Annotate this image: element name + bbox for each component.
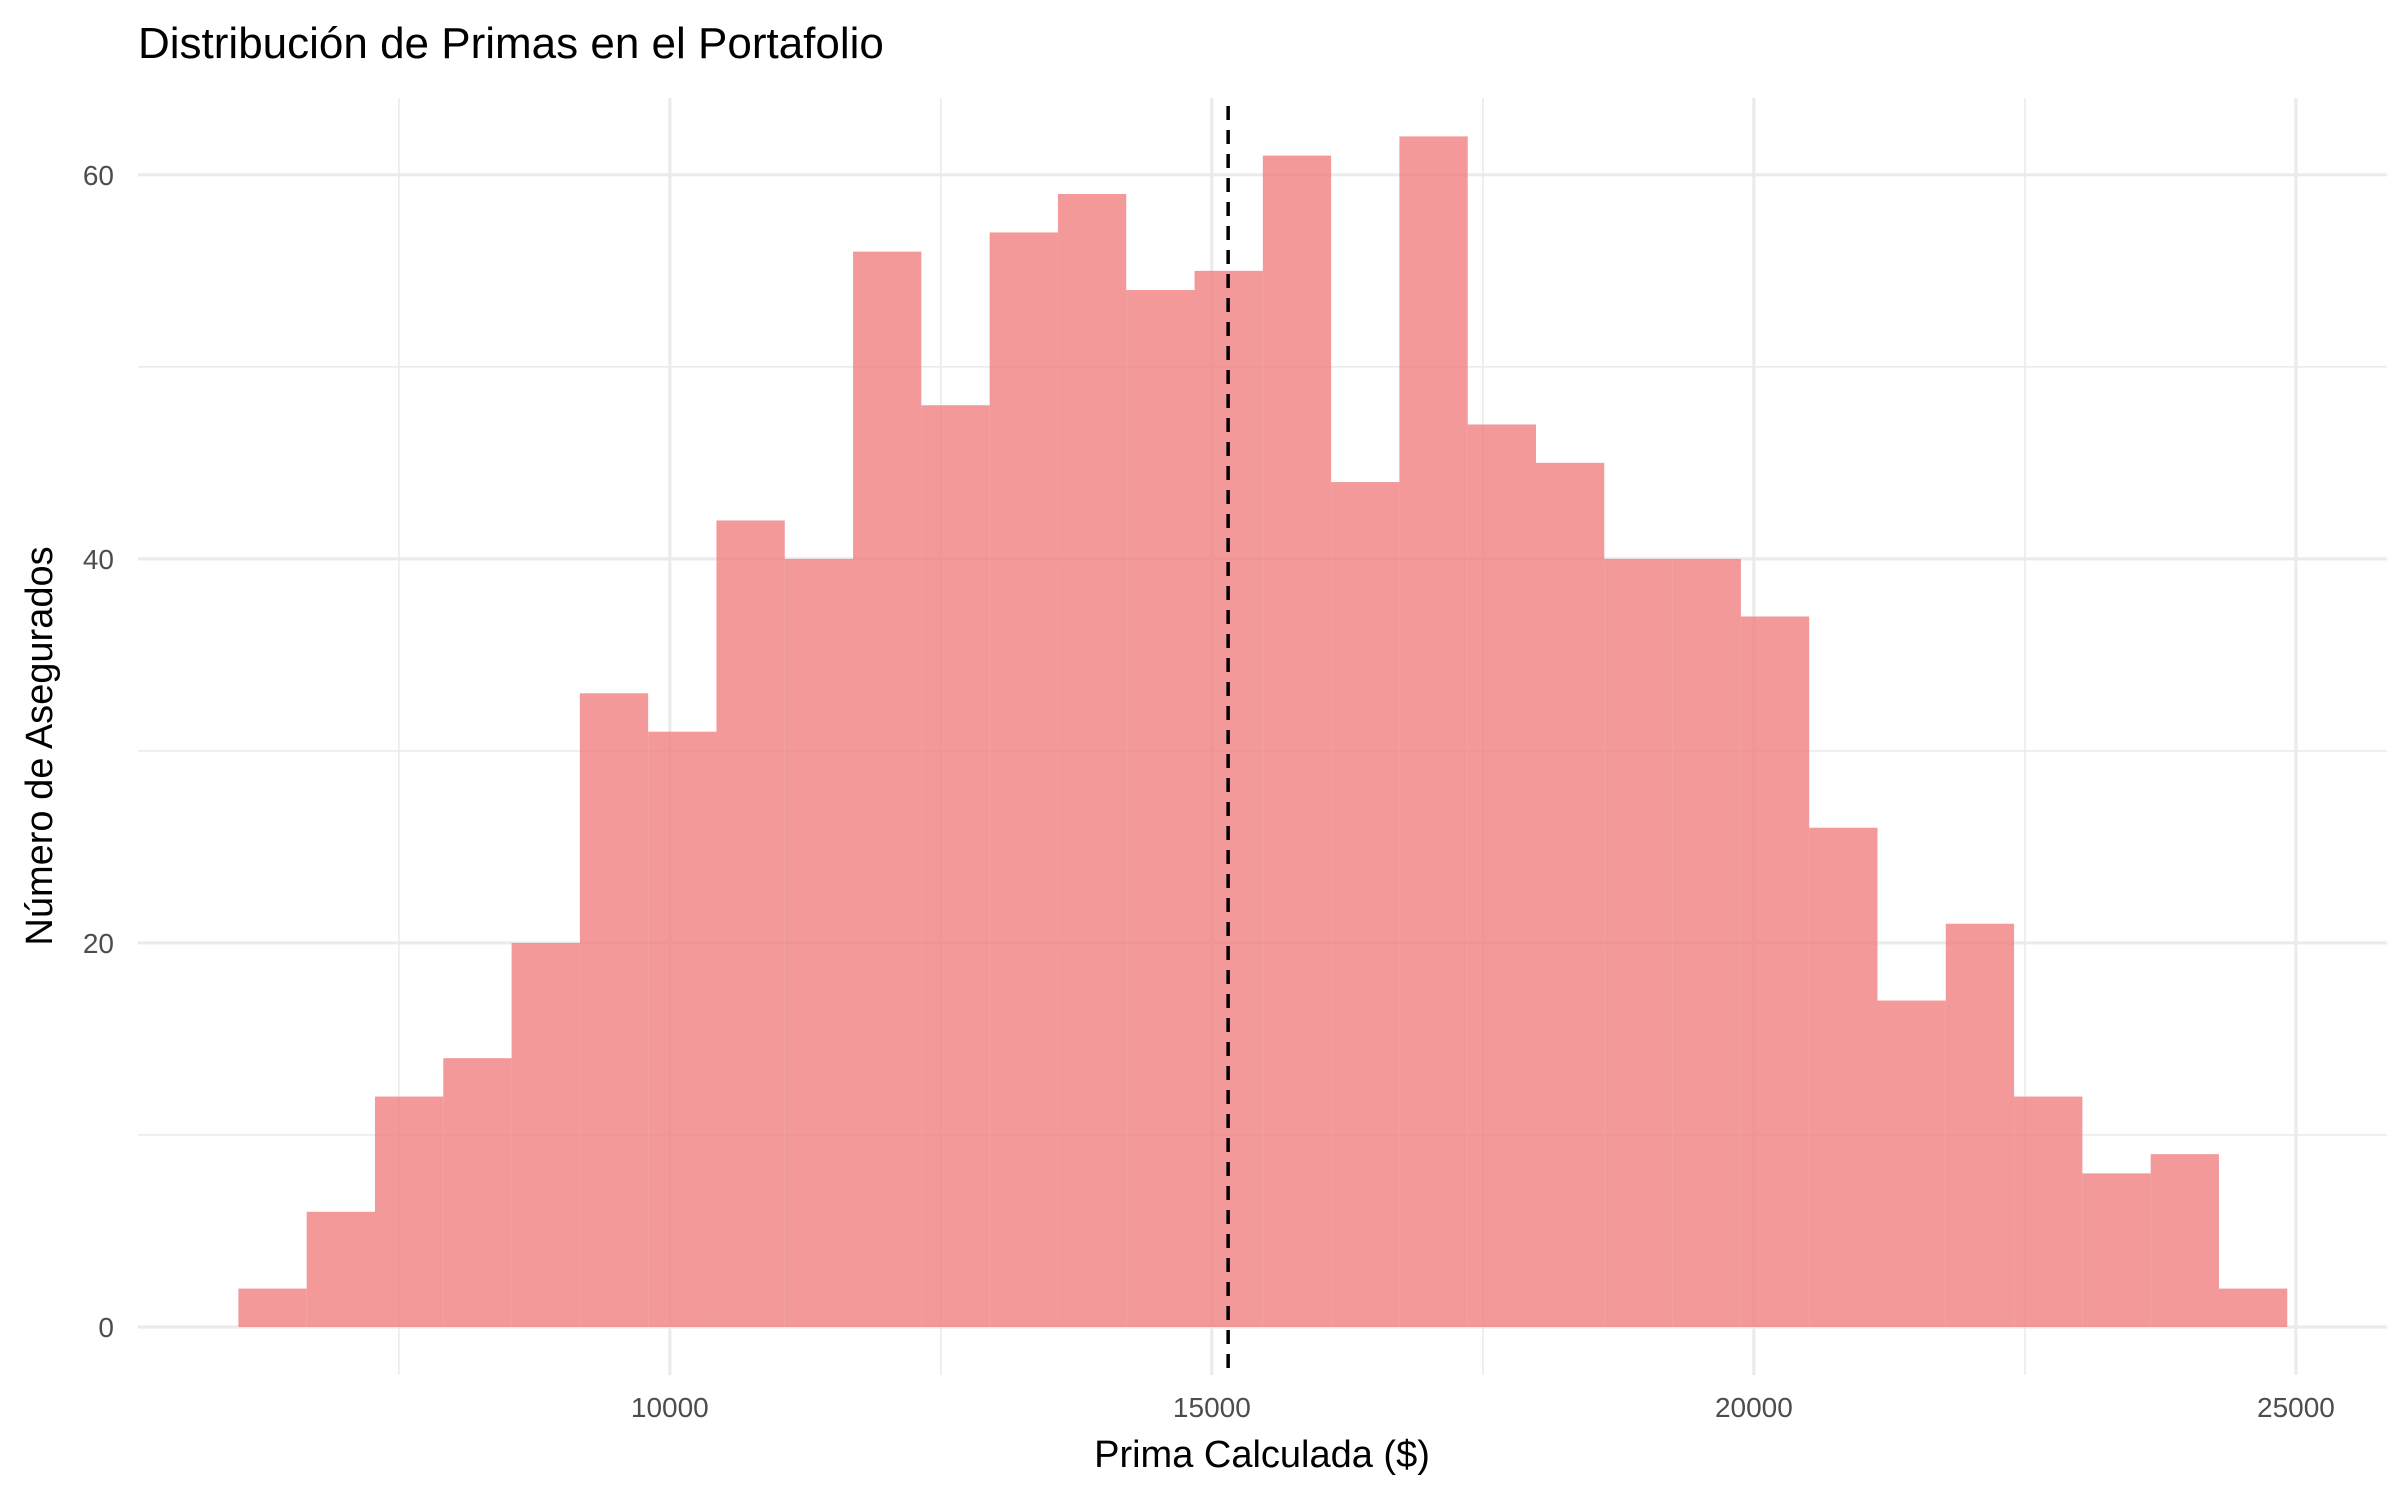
histogram-bar [443, 1058, 512, 1327]
histogram-bar [306, 1211, 375, 1327]
histogram-bar [1467, 424, 1537, 1327]
histogram-bar [2082, 1173, 2151, 1327]
y-tick-label: 60 [83, 160, 114, 191]
histogram-bar [1536, 462, 1605, 1327]
x-tick-label: 10000 [631, 1392, 709, 1423]
x-tick-label: 20000 [1715, 1392, 1793, 1423]
y-tick-label: 20 [83, 928, 114, 959]
x-tick-label: 25000 [2257, 1392, 2335, 1423]
histogram-bar [1672, 558, 1741, 1327]
histogram-bar [511, 942, 580, 1327]
x-tick-label: 15000 [1173, 1392, 1251, 1423]
y-axis-tick-labels: 0 20 40 60 [83, 160, 114, 1343]
histogram-bar [784, 558, 854, 1327]
histogram-bar [238, 1288, 307, 1327]
histogram-bar [648, 731, 717, 1327]
histogram-bar [716, 520, 785, 1327]
histogram-bar [989, 232, 1058, 1327]
chart-title: Distribución de Primas en el Portafolio [138, 19, 884, 68]
histogram-bar [853, 251, 922, 1327]
histogram-bar [2150, 1154, 2219, 1327]
y-tick-label: 40 [83, 544, 114, 575]
histogram-bar [1262, 155, 1332, 1327]
histogram-bar [1331, 482, 1400, 1327]
y-tick-label: 0 [98, 1312, 114, 1343]
histogram-bar [1057, 194, 1127, 1327]
histogram-bar [2218, 1288, 2288, 1327]
histogram-bar [2014, 1096, 2083, 1327]
x-axis-tick-labels: 10000 15000 20000 25000 [631, 1392, 2335, 1423]
histogram-bars [238, 136, 2288, 1327]
histogram-bar [579, 693, 649, 1327]
histogram-bar [1945, 923, 2015, 1327]
histogram-bar [1604, 558, 1673, 1327]
histogram-bar [1126, 290, 1195, 1327]
histogram-bar [1740, 616, 1810, 1327]
histogram-bar [921, 405, 990, 1327]
x-axis-title: Prima Calculada ($) [1094, 1434, 1430, 1476]
histogram-bar [374, 1096, 444, 1327]
histogram-bar [1399, 136, 1468, 1327]
histogram-bar [1877, 1000, 1946, 1327]
histogram-bar [1809, 827, 1878, 1327]
y-axis-title: Número de Asegurados [19, 546, 61, 945]
